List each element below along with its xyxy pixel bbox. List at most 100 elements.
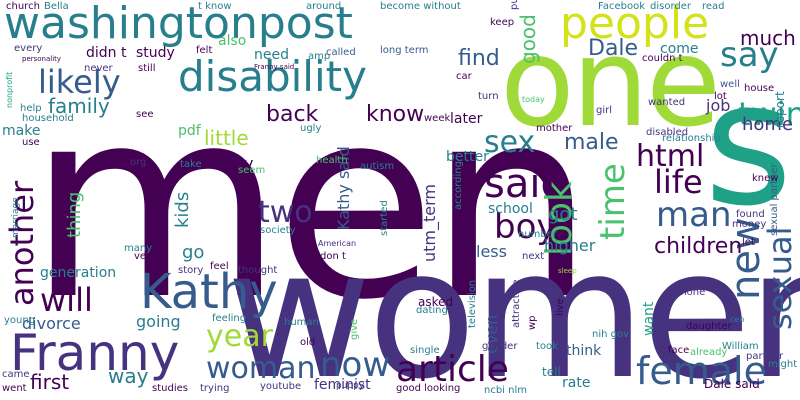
word-ceo: ceo bbox=[730, 315, 745, 324]
word-two: two bbox=[258, 195, 313, 230]
word-women: women bbox=[226, 211, 800, 400]
word-boy: boy bbox=[494, 207, 557, 247]
word-want: want bbox=[641, 301, 657, 336]
word-make: make bbox=[2, 123, 41, 139]
word-autism: autism bbox=[360, 161, 395, 172]
word-also: also bbox=[218, 33, 247, 49]
word-kids: kids bbox=[172, 191, 193, 228]
word-think: think bbox=[566, 343, 602, 359]
word-church: church bbox=[6, 1, 40, 12]
word-studies: studies bbox=[152, 383, 188, 394]
word-female: female bbox=[636, 349, 767, 393]
word-around: around bbox=[306, 1, 342, 12]
word-house: house bbox=[744, 83, 775, 94]
word-many: many bbox=[124, 243, 153, 254]
word-come: come bbox=[660, 41, 699, 57]
word-lot: lot bbox=[714, 91, 727, 102]
word-report: report bbox=[773, 91, 787, 128]
word-facebook: Facebook bbox=[598, 1, 645, 12]
word-old: old bbox=[300, 337, 316, 348]
word-feminist: feminist bbox=[314, 377, 371, 393]
word-already: already bbox=[690, 347, 728, 358]
word-better: better bbox=[446, 149, 489, 165]
word-american: American bbox=[318, 239, 357, 248]
word-org: org bbox=[130, 157, 147, 168]
word-read: read bbox=[702, 1, 725, 12]
word-william: William bbox=[722, 341, 759, 352]
word-good: good bbox=[516, 14, 540, 64]
word-trying: trying bbox=[200, 383, 230, 394]
word-franny-said: Franny said bbox=[254, 63, 295, 71]
word-young: young bbox=[4, 315, 36, 326]
word-seem: seem bbox=[238, 165, 266, 176]
word-take: take bbox=[180, 159, 202, 170]
word-generation: generation bbox=[40, 265, 117, 281]
word-study: study bbox=[136, 45, 175, 61]
word-well: well bbox=[720, 79, 740, 90]
word-story: story bbox=[178, 265, 204, 276]
word-male: male bbox=[564, 130, 619, 155]
word-didnt: didn t bbox=[86, 45, 127, 61]
word-kathy: Kathy bbox=[140, 264, 278, 320]
word-going: going bbox=[136, 312, 181, 331]
word-keep: keep bbox=[490, 17, 515, 28]
word-human: human bbox=[284, 317, 319, 328]
word-ncbi-nlm: ncbi nlm bbox=[484, 385, 527, 396]
word-dale: Dale bbox=[588, 36, 639, 61]
word-got: got bbox=[548, 204, 578, 225]
word-every: every bbox=[14, 43, 43, 54]
word-never: never bbox=[84, 63, 113, 74]
word-live: live bbox=[555, 298, 566, 316]
word-likely: likely bbox=[38, 63, 121, 101]
word-wanted: wanted bbox=[648, 97, 686, 108]
word-still: still bbox=[138, 63, 156, 74]
word-health: health bbox=[316, 155, 348, 166]
word-attractive: attractive bbox=[511, 279, 522, 328]
word-woman: woman bbox=[206, 351, 316, 386]
word-divorce: divorce bbox=[22, 314, 81, 333]
word-disorder: disorder bbox=[650, 1, 692, 12]
word-single: single bbox=[410, 345, 440, 356]
word-twins: twins bbox=[738, 95, 800, 133]
word-sex: sex bbox=[484, 125, 536, 160]
word-little: little bbox=[204, 126, 249, 150]
word-men: men bbox=[28, 52, 594, 357]
word-rate: rate bbox=[562, 375, 591, 391]
word-number: number bbox=[518, 229, 558, 240]
word-according: according bbox=[453, 161, 464, 210]
word-t-know: t know bbox=[198, 1, 232, 12]
word-said: said bbox=[484, 161, 566, 207]
word-back: back bbox=[266, 102, 319, 127]
word-one: one bbox=[500, 12, 721, 154]
word-day: day bbox=[224, 154, 254, 173]
word-household: household bbox=[22, 113, 74, 124]
word-face: face bbox=[668, 345, 690, 356]
word-franny: Franny bbox=[10, 324, 180, 382]
word-society: society bbox=[260, 225, 296, 236]
word-turn: turn bbox=[478, 91, 499, 102]
word-came: came bbox=[2, 369, 30, 380]
word-thing: thing bbox=[64, 191, 85, 238]
word-way: way bbox=[108, 364, 149, 388]
word-see: see bbox=[136, 109, 154, 120]
word-today: today bbox=[522, 95, 545, 104]
word-feel: feel bbox=[210, 261, 229, 272]
word-find: find bbox=[458, 46, 500, 71]
word-television: television bbox=[467, 279, 478, 328]
word-pdf: pdf bbox=[178, 123, 201, 139]
word-sleep: sleep bbox=[558, 267, 577, 275]
word-might: might bbox=[768, 359, 798, 370]
word-first: first bbox=[30, 370, 70, 394]
word-children: children bbox=[654, 234, 743, 259]
word-feeling: feeling bbox=[212, 313, 247, 324]
word-later: later bbox=[450, 111, 483, 127]
word-puppy: puppy bbox=[336, 381, 365, 391]
word-called: called bbox=[326, 47, 356, 58]
word-use: use bbox=[22, 137, 40, 148]
word-ve: ve bbox=[134, 251, 147, 262]
word-youtube: youtube bbox=[260, 381, 302, 392]
word-ugly: ugly bbox=[300, 123, 322, 134]
word-asked: asked bbox=[418, 295, 454, 309]
word-put: put bbox=[509, 0, 520, 10]
